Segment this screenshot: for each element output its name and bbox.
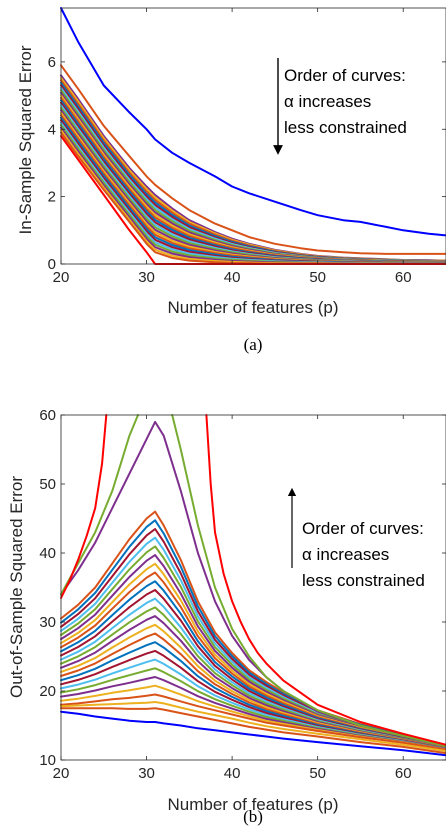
panel-b-band-curve-14: [60, 571, 446, 748]
panel-a-xtick-label: 30: [138, 269, 155, 286]
panel-a-caption: (a): [244, 335, 263, 354]
panel-a-xtick-label: 20: [53, 269, 70, 286]
panel-a-ylabel: In-Sample Squared Error: [16, 45, 35, 234]
panel-b-green-left-curve: [60, 414, 139, 596]
panel-a: 20 30 40 50 60 0 2 4 6 Number of features (p) In…: [16, 7, 446, 354]
panel-a-annotation: Order of curves: α increases less constr…: [273, 58, 407, 155]
panel-a-annotation-line-2: α increases: [284, 92, 371, 111]
panel-b-ytick-label: 30: [39, 614, 56, 631]
panel-b-annotation-line-1: Order of curves:: [302, 519, 424, 538]
panel-b-annotation-line-2: α increases: [302, 545, 389, 564]
panel-b-lower-curve-1: [60, 707, 446, 755]
panel-b-lower-curve-2: [60, 710, 446, 757]
panel-b-annotation: Order of curves: α increases less constr…: [287, 487, 425, 590]
panel-b-annotation-line-3: less constrained: [302, 571, 425, 590]
panel-b-ytick-label: 20: [39, 683, 56, 700]
panel-a-xtick-label: 50: [309, 269, 326, 286]
panel-a-second-curve: [60, 64, 446, 255]
panel-a-xtick-label: 40: [224, 269, 241, 286]
panel-a-xlabel: Number of features (p): [167, 298, 338, 317]
panel-b-caption: (b): [243, 807, 263, 826]
panel-b-xlabel: Number of features (p): [167, 795, 338, 814]
panel-a-top-curve: [60, 7, 446, 237]
panel-b-xtick-label: 50: [309, 765, 326, 782]
panel-b-peak-curve: [60, 420, 446, 748]
panel-b-curves: [60, 414, 446, 757]
panel-b-band-curve-0: [60, 693, 446, 751]
panel-b-green-right-curve: [171, 414, 446, 748]
panel-a-ytick-label: 2: [48, 189, 56, 206]
panel-b-xtick-label: 40: [224, 765, 241, 782]
panel-b-ytick-label: 50: [39, 476, 56, 493]
panel-a-annotation-line-3: less constrained: [284, 118, 407, 137]
panel-a-annotation-line-1: Order of curves:: [284, 66, 406, 85]
panel-b-ylabel: Out-of-Sample Squared Error: [7, 476, 26, 698]
panel-b-red-left-curve: [60, 414, 108, 599]
panel-b-ytick-label: 10: [39, 752, 56, 769]
panel-a-xtick-label: 60: [395, 269, 412, 286]
panel-b-xtick-label: 30: [138, 765, 155, 782]
panel-b-xtick-label: 60: [395, 765, 412, 782]
panel-a-axes-box: [60, 7, 446, 265]
panel-b-axes-box: [60, 414, 446, 761]
panel-a-ytick-label: 6: [48, 54, 56, 71]
panel-a-ticks: 20 30 40 50 60 0 2 4 6: [48, 8, 446, 286]
panel-b-ytick-label: 40: [39, 545, 56, 562]
panel-a-ytick-label: 0: [48, 256, 56, 273]
panel-a-ytick-label: 4: [48, 121, 56, 138]
panel-b-xtick-label: 20: [53, 765, 70, 782]
panel-b-ytick-label: 60: [39, 407, 56, 424]
panel-b-red-right-curve: [205, 414, 446, 746]
panel-b-lower-curve-0: [60, 701, 446, 752]
